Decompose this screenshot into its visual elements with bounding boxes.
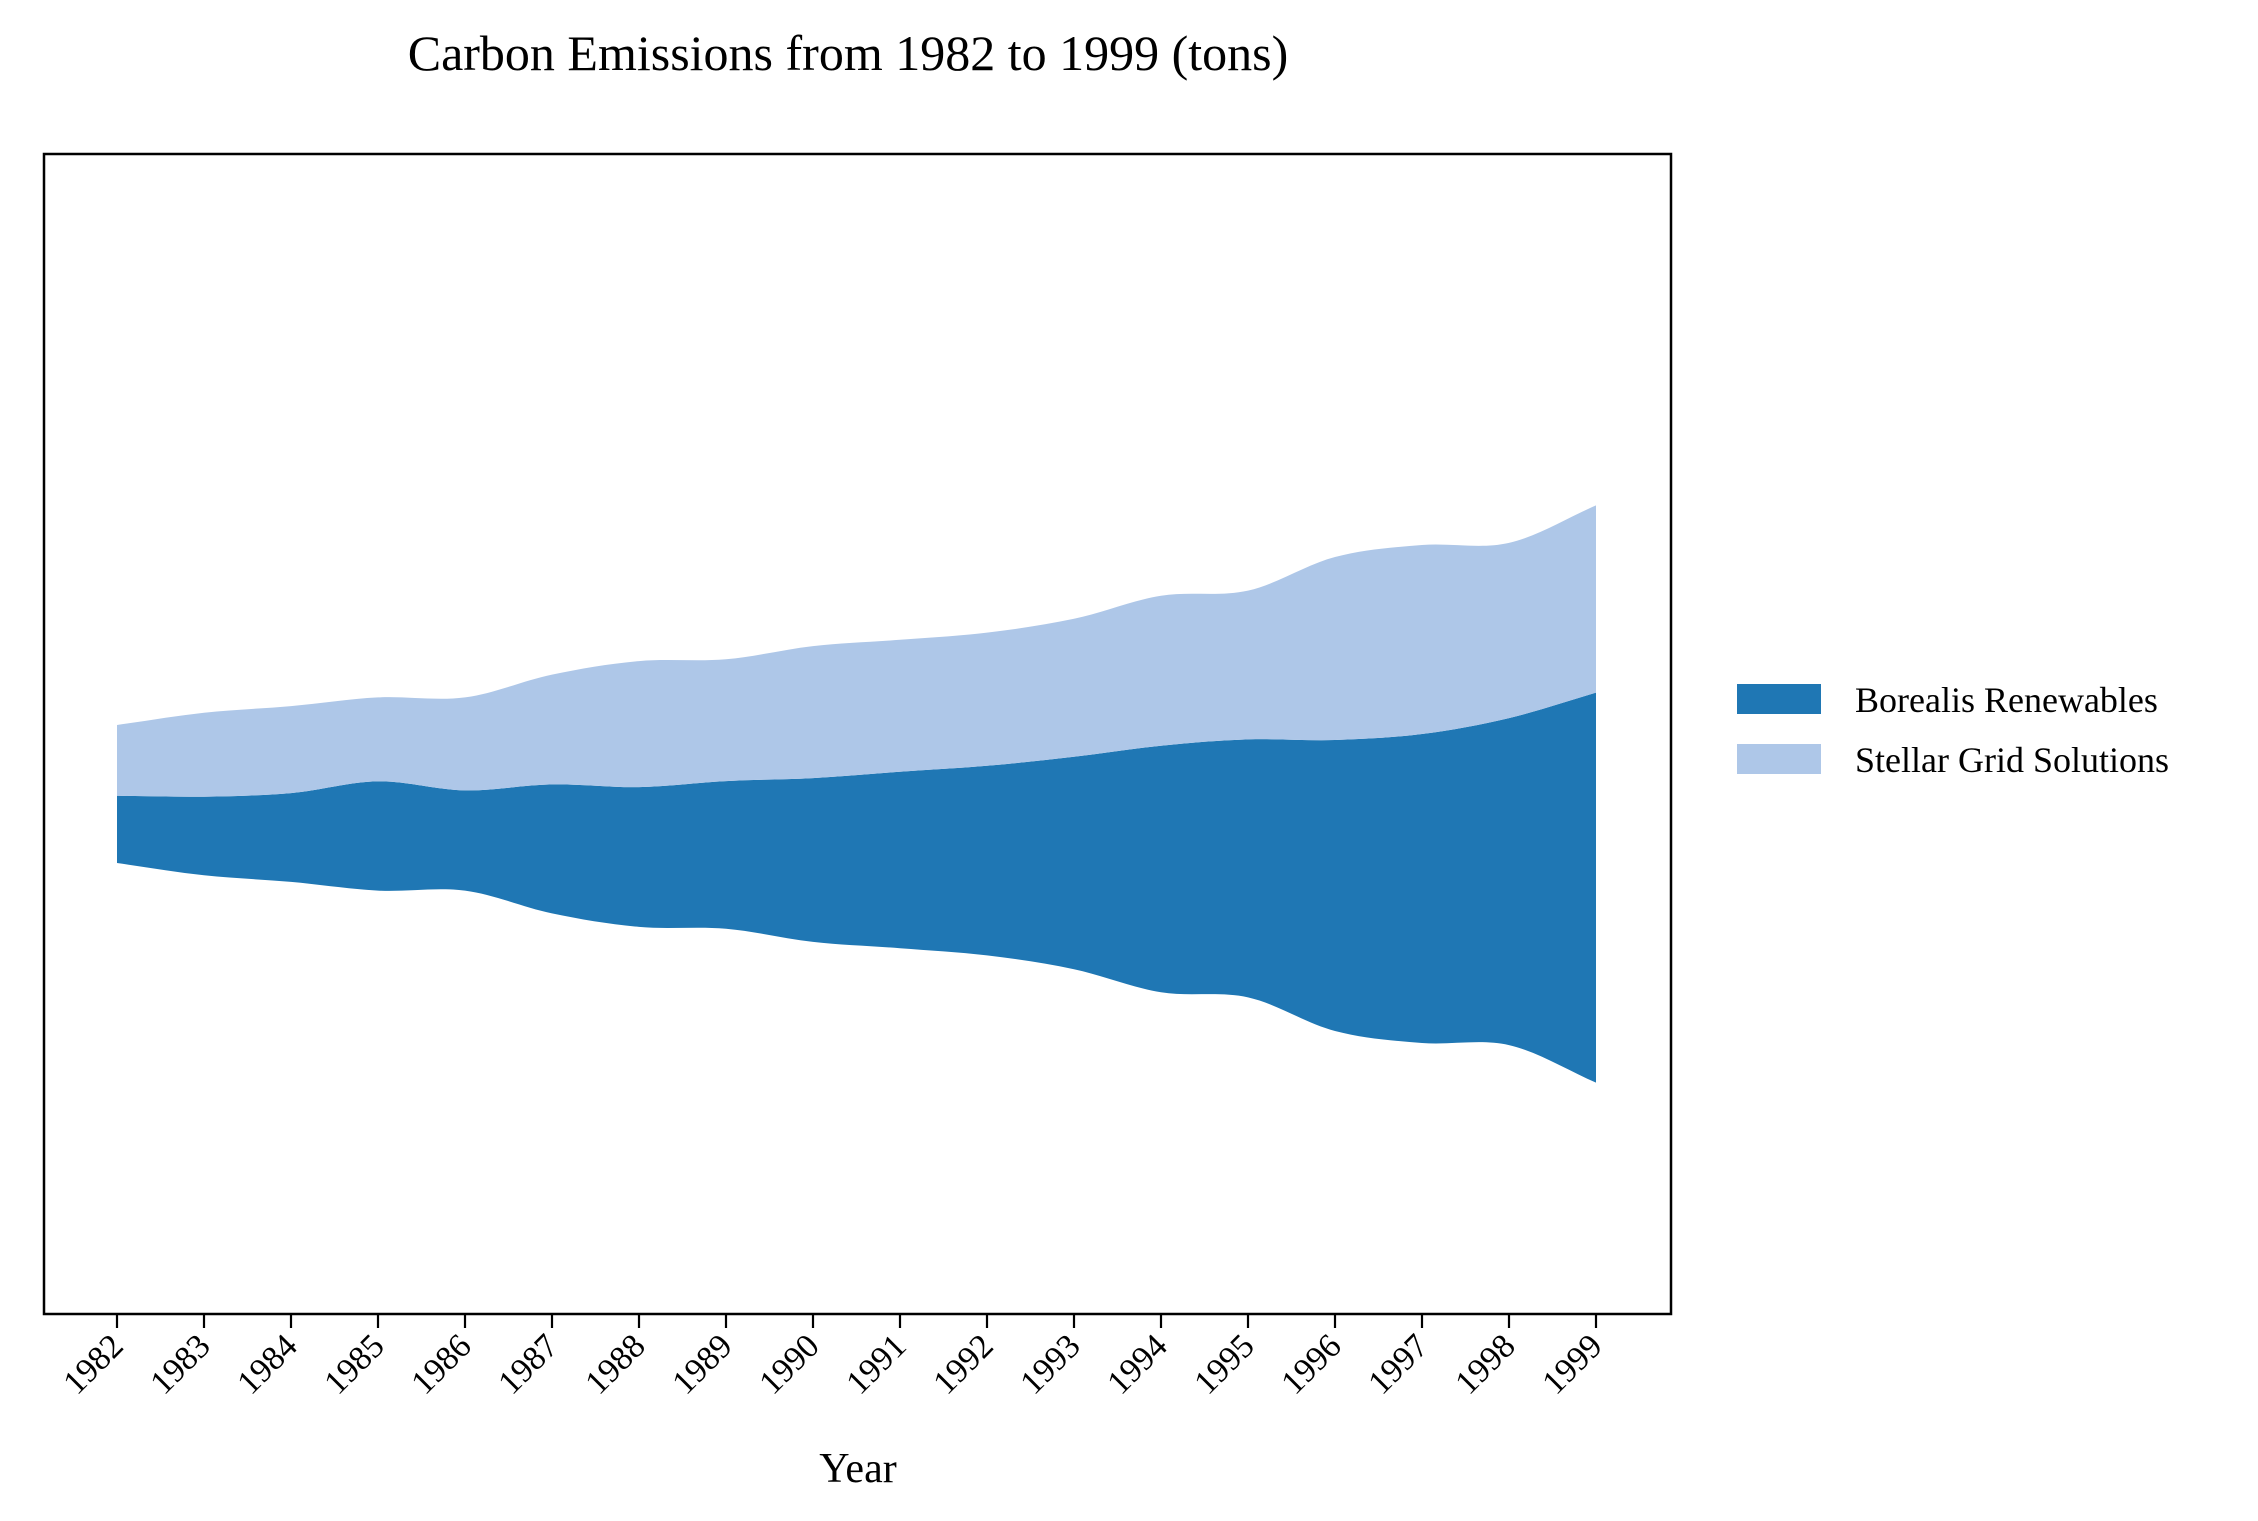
x-tick-label: 1993: [1013, 1327, 1087, 1401]
x-tick-label: 1983: [143, 1327, 217, 1401]
area-stellar-grid-solutions: [117, 505, 1596, 797]
x-tick-label: 1984: [230, 1327, 304, 1401]
x-tick-label: 1986: [404, 1327, 478, 1401]
x-tick-label: 1988: [578, 1327, 652, 1401]
x-tick-label: 1995: [1187, 1327, 1261, 1401]
x-tick-label: 1998: [1448, 1327, 1522, 1401]
plot-frame: [42, 152, 1673, 1316]
legend-swatch-borealis-renewables: [1737, 684, 1821, 714]
x-tick-label: 1996: [1274, 1327, 1348, 1401]
x-tick-label: 1991: [839, 1327, 913, 1401]
x-tick-label: 1994: [1100, 1327, 1174, 1401]
plot-area: [117, 505, 1596, 1083]
legend: Borealis Renewables Stellar Grid Solution…: [1737, 680, 2169, 780]
x-tick-label: 1992: [926, 1327, 1000, 1401]
x-axis: 1982 1983 1984 1985 1986 1987 1988 1989 1990 1991…: [56, 1314, 1610, 1402]
x-tick-label: 1990: [752, 1327, 826, 1401]
x-tick-label: 1989: [665, 1327, 739, 1401]
area-borealis-renewables: [117, 692, 1596, 1083]
x-tick-label: 1982: [56, 1327, 130, 1401]
legend-label-stellar-grid-solutions: Stellar Grid Solutions: [1855, 740, 2169, 780]
chart-title: Carbon Emissions from 1982 to 1999 (tons…: [408, 25, 1289, 81]
x-tick-label: 1987: [491, 1327, 565, 1401]
x-tick-label: 1999: [1535, 1327, 1609, 1401]
x-tick-label: 1997: [1361, 1327, 1435, 1401]
legend-swatch-stellar-grid-solutions: [1737, 744, 1821, 774]
x-tick-label: 1985: [317, 1327, 391, 1401]
x-axis-label: Year: [819, 1446, 896, 1492]
legend-label-borealis-renewables: Borealis Renewables: [1855, 680, 2158, 720]
